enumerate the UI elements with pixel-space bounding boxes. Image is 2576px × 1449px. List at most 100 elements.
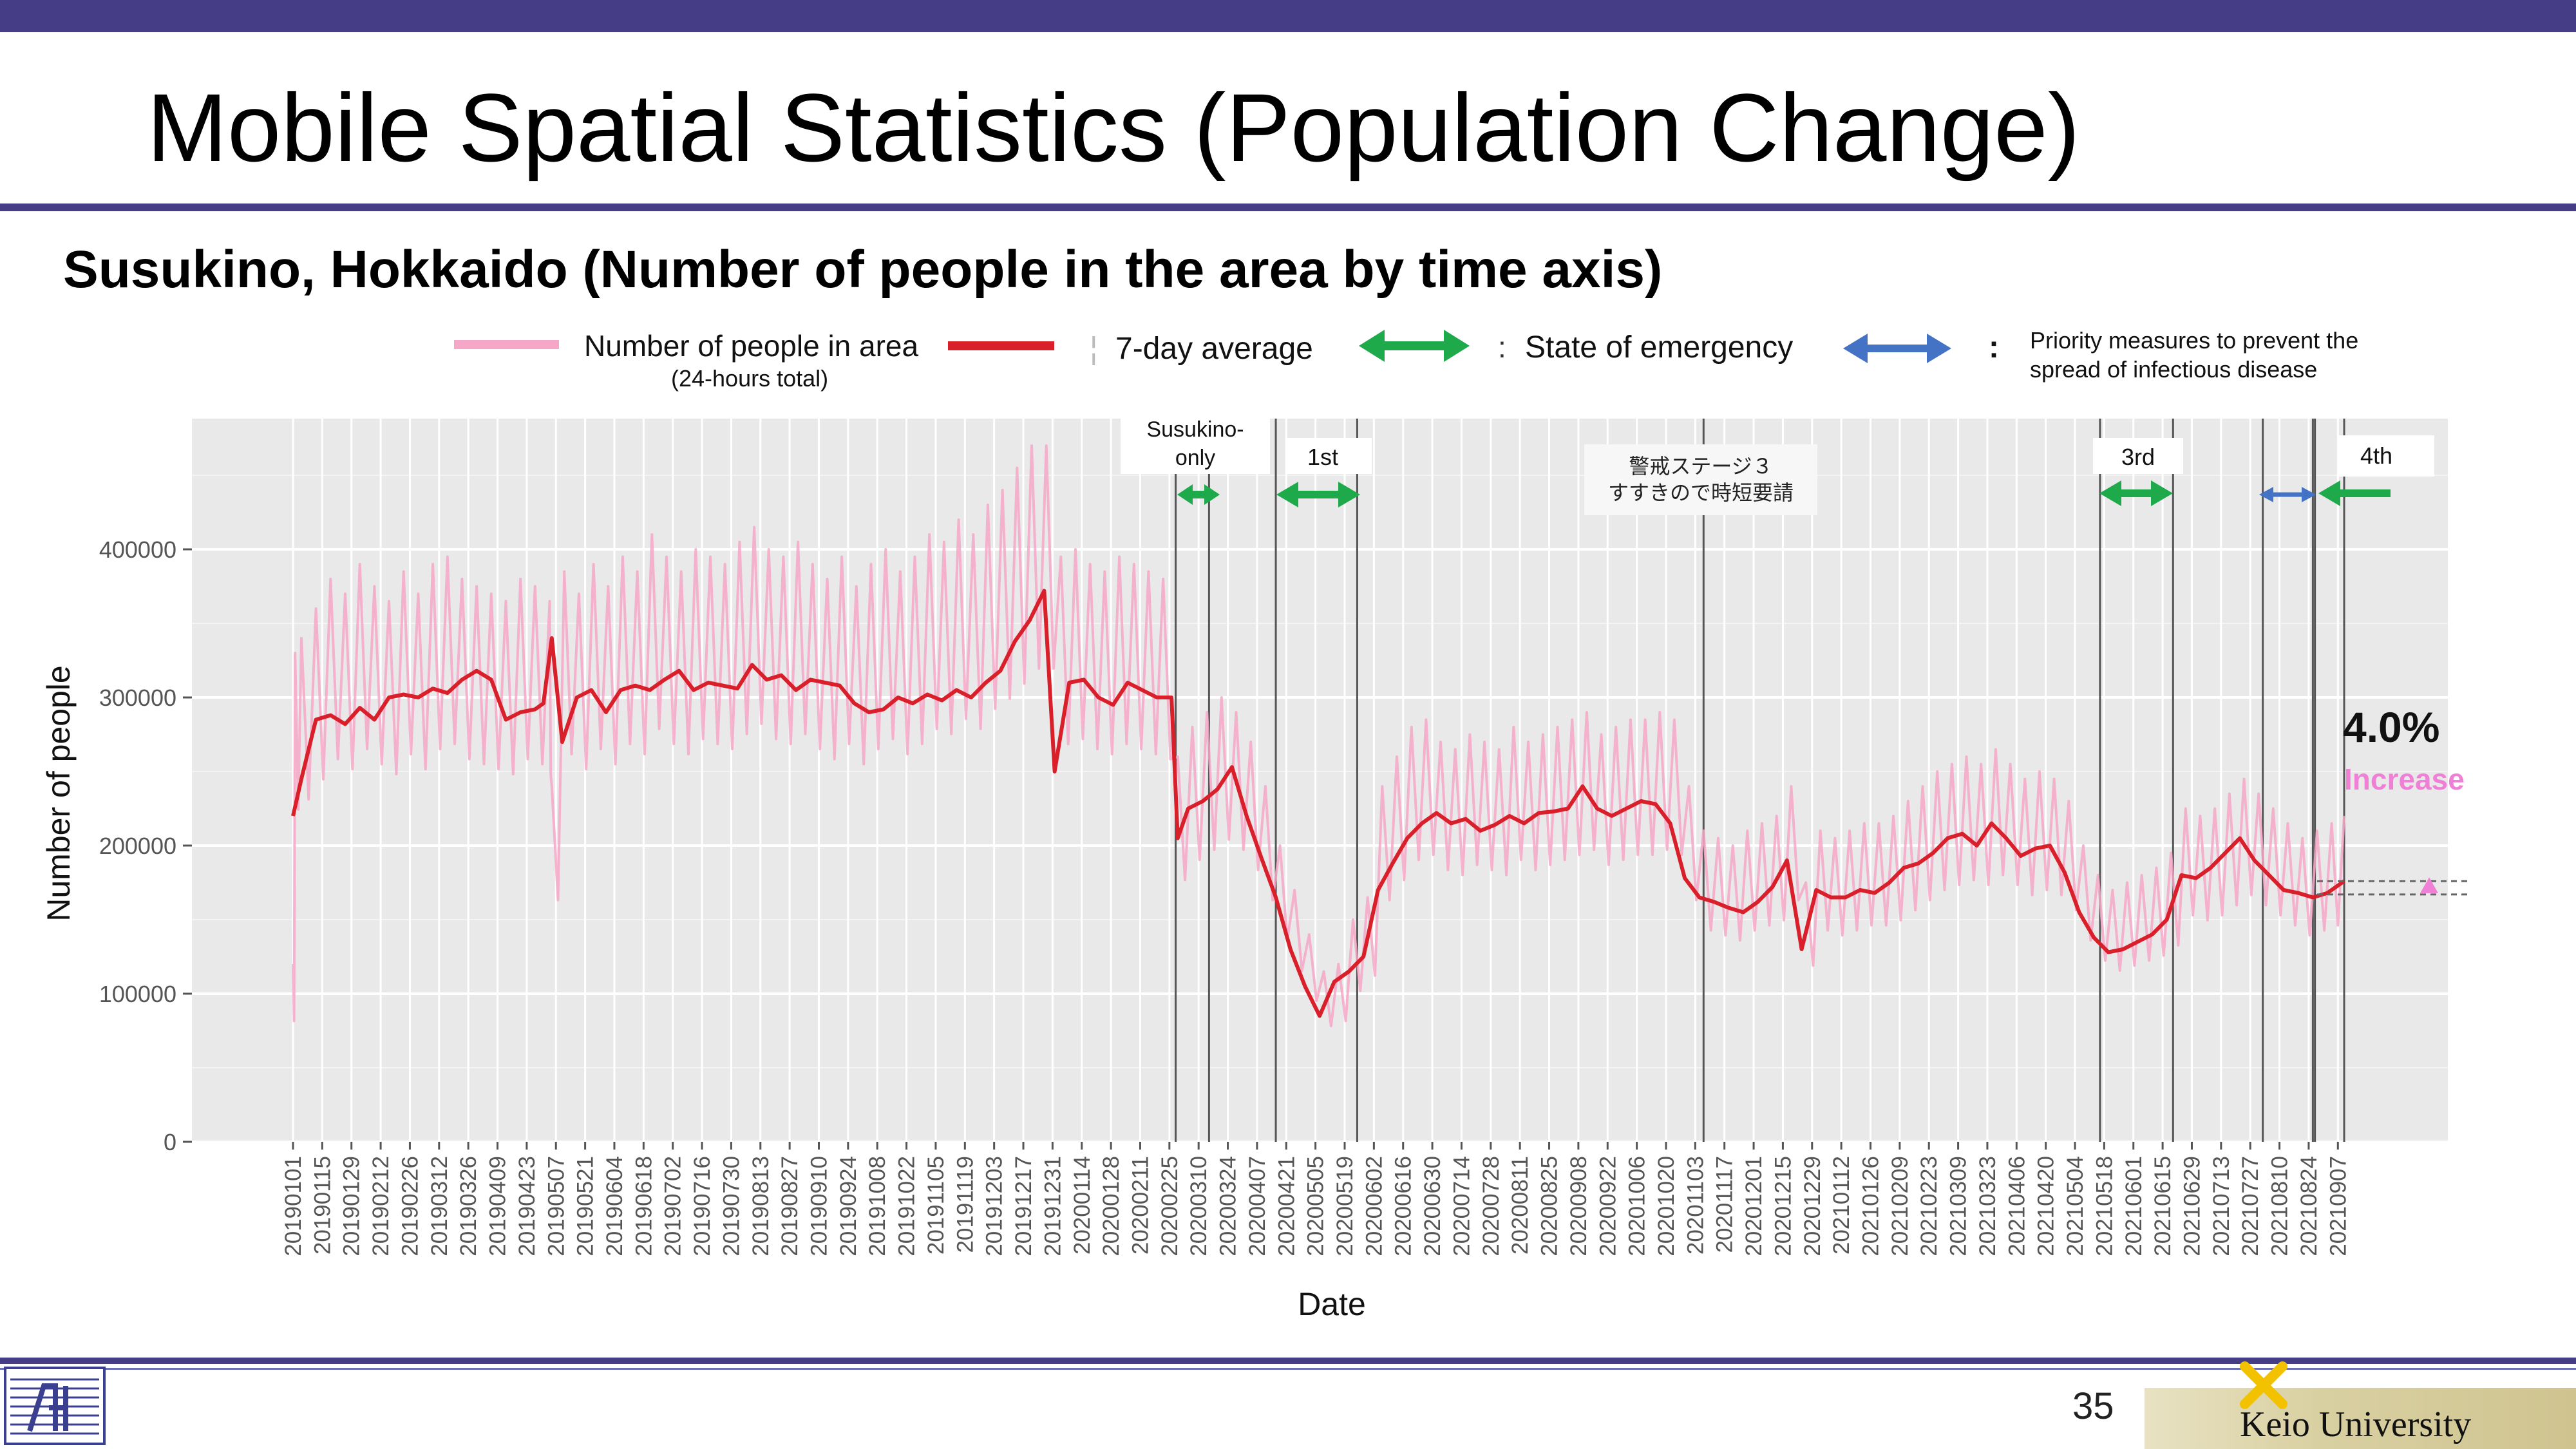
arrow-1st (1276, 482, 1360, 507)
annotation-1st: 1st (1287, 438, 1372, 474)
x-tick-label: 20190730 (719, 1156, 744, 1256)
x-tick-label: 20190423 (515, 1156, 540, 1256)
footer-divider-thin (0, 1368, 2576, 1370)
x-tick-label: 20200407 (1245, 1156, 1270, 1256)
legend-separator-1: ¦ (1090, 332, 1097, 366)
x-tick-label: 20190212 (368, 1156, 393, 1256)
legend-average-label: 7-day average (1115, 332, 1313, 366)
x-tick-label: 20210209 (1888, 1156, 1913, 1256)
arrow-priority (2259, 487, 2316, 502)
x-tick-label: 20210518 (2092, 1156, 2117, 1256)
period-lines (1175, 419, 2345, 1142)
x-tick-label: 20191105 (923, 1156, 949, 1255)
annotation-stage3: 警戒ステージ３ すすきので時短要請 (1584, 444, 1817, 515)
x-tick-label: 20190604 (602, 1156, 627, 1256)
x-tick-label: 20201229 (1800, 1156, 1825, 1256)
x-tick-label: 20210420 (2034, 1156, 2059, 1256)
x-tick-label: 20210907 (2325, 1156, 2351, 1256)
legend: Number of people in area (24-hours total… (454, 327, 2358, 392)
x-tick-label: 20200128 (1099, 1156, 1124, 1256)
x-tick-label: 20190924 (836, 1156, 861, 1256)
university-band (2145, 1388, 2576, 1449)
x-tick-label: 20190115 (310, 1156, 335, 1255)
annotation-3rd: 3rd (2093, 438, 2183, 474)
y-axis-label: Number of people (41, 665, 77, 921)
x-tick-label: 20200602 (1361, 1156, 1387, 1256)
slide-title: Mobile Spatial Statistics (Population Ch… (147, 73, 2080, 182)
x-tick-label: 20201117 (1712, 1156, 1738, 1253)
daily-people-line (292, 444, 2345, 1028)
x-tick-label: 20190226 (397, 1156, 422, 1256)
legend-emergency-label: State of emergency (1525, 330, 1793, 365)
x-tick-label: 20200505 (1303, 1156, 1329, 1256)
arrow-susukino-only (1177, 484, 1220, 505)
legend-people-sublabel: (24-hours total) (671, 365, 828, 392)
title-divider (0, 204, 2576, 211)
keio-pen-logo-icon (2239, 1361, 2288, 1410)
lab-logo-icon (4, 1367, 106, 1445)
x-tick-label: 20200225 (1157, 1156, 1182, 1256)
x-tick-label: 20210309 (1946, 1156, 1971, 1256)
x-tick-label: 20190702 (661, 1156, 686, 1256)
third-emergency-label: 3rd (2121, 444, 2155, 470)
legend-separator-2: : (1498, 330, 1506, 364)
x-tick-label: 20200714 (1449, 1156, 1474, 1256)
x-tick-label: 20210629 (2179, 1156, 2204, 1256)
x-tick-label: 20200114 (1070, 1156, 1095, 1255)
y-tick-label: 400000 (99, 536, 176, 563)
increase-value: 4.0% (2343, 703, 2439, 751)
increase-arrow-icon (2420, 877, 2438, 893)
x-tick-label: 20210713 (2209, 1156, 2234, 1256)
x-tick-label: 20190618 (631, 1156, 656, 1256)
x-tick-label: 20210504 (2063, 1156, 2088, 1256)
stage3-label-1: 警戒ステージ３ (1629, 454, 1772, 478)
x-tick-label: 20210126 (1859, 1156, 1884, 1256)
y-tick-label: 100000 (99, 981, 176, 1007)
x-tick-label: 20200630 (1420, 1156, 1445, 1256)
legend-emergency-arrow (1359, 330, 1470, 362)
grid (192, 419, 2448, 1143)
y-tick-label: 200000 (99, 833, 176, 859)
footer-divider (0, 1358, 2576, 1364)
x-tick-label: 20210323 (1975, 1156, 2000, 1256)
x-tick-label: 20190326 (456, 1156, 481, 1256)
annotation-susukino-only: Susukino- only (1121, 411, 1270, 474)
x-tick-label: 20201103 (1683, 1156, 1708, 1255)
x-tick-label: 20210601 (2121, 1156, 2146, 1256)
annotation-4th: 4th (2338, 435, 2434, 477)
page-number: 35 (2072, 1385, 2114, 1427)
legend-priority-label-1: Priority measures to prevent the (2030, 327, 2358, 354)
x-tick-label: 20200211 (1128, 1156, 1153, 1255)
x-axis: 20190101 20190115 20190129 20190212 20190226… (281, 1142, 2351, 1256)
x-tick-label: 20191203 (982, 1156, 1007, 1256)
x-tick-label: 20200922 (1595, 1156, 1620, 1256)
x-tick-label: 20191231 (1040, 1156, 1065, 1256)
x-tick-label: 20190716 (690, 1156, 715, 1256)
y-axis: 0 100000 200000 300000 400000 (99, 536, 192, 1155)
x-tick-label: 20210824 (2297, 1156, 2322, 1256)
x-tick-label: 20191217 (1011, 1156, 1036, 1256)
x-tick-label: 20190827 (777, 1156, 802, 1256)
legend-priority-arrow (1843, 334, 1951, 363)
x-tick-label: 20190129 (339, 1156, 365, 1256)
x-axis-label: Date (1298, 1286, 1366, 1322)
x-tick-label: 20200616 (1391, 1156, 1416, 1256)
y-tick-label: 300000 (99, 685, 176, 711)
slide-subtitle: Susukino, Hokkaido (Number of people in … (63, 240, 1663, 299)
seven-day-average-line (291, 589, 2345, 1018)
x-tick-label: 20210810 (2268, 1156, 2293, 1256)
x-tick-label: 20190507 (544, 1156, 569, 1256)
x-tick-label: 20201006 (1625, 1156, 1650, 1256)
x-tick-label: 20201201 (1741, 1156, 1766, 1256)
x-tick-label: 20201020 (1654, 1156, 1679, 1256)
top-accent-bar (0, 0, 2576, 32)
x-tick-label: 20210727 (2238, 1156, 2263, 1256)
y-tick-label: 0 (164, 1129, 176, 1155)
x-tick-label: 20200310 (1186, 1156, 1211, 1256)
x-tick-label: 20210406 (2004, 1156, 2029, 1256)
x-tick-label: 20191022 (895, 1156, 920, 1256)
first-emergency-label: 1st (1307, 444, 1338, 470)
series-group (291, 444, 2345, 1028)
legend-separator-3: : (1989, 330, 1999, 365)
